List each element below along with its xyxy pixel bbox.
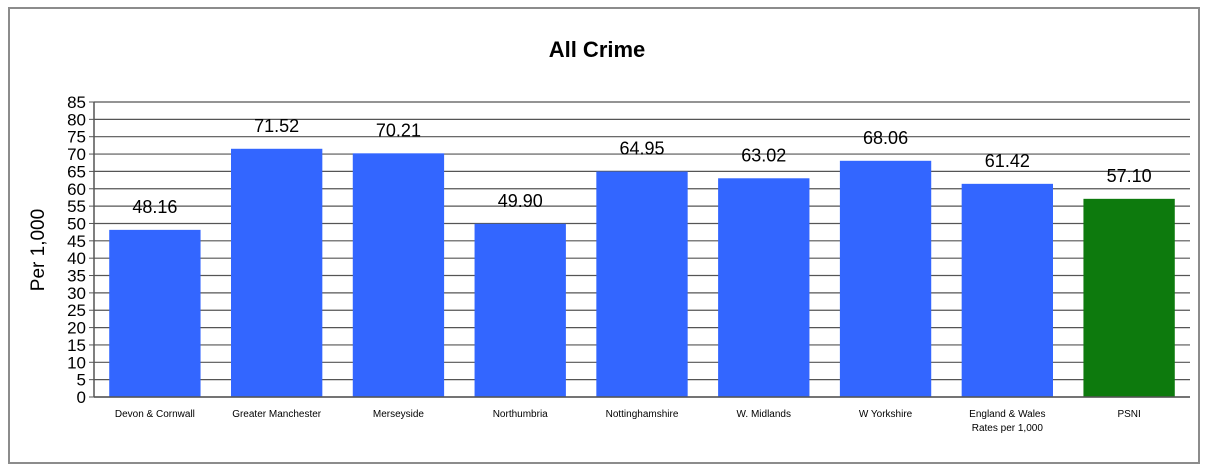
x-tick-label: England & Wales Rates per 1,000 <box>969 409 1045 434</box>
x-tick-label: PSNI <box>1117 409 1140 420</box>
data-label: 49.90 <box>498 191 543 211</box>
bar <box>109 229 201 397</box>
data-label: 63.02 <box>741 145 786 165</box>
y-axis-label: Per 1,000 <box>28 209 49 291</box>
data-label: 64.95 <box>619 139 664 159</box>
x-tick-label: Merseyside <box>373 409 425 420</box>
bar <box>839 160 932 397</box>
y-tick-label: 70 <box>67 145 86 164</box>
y-tick-label: 55 <box>67 197 86 216</box>
data-label: 68.06 <box>863 128 908 148</box>
data-label: 48.16 <box>132 197 177 217</box>
x-tick-label: Nottinghamshire <box>606 409 679 420</box>
bar <box>1083 198 1175 397</box>
y-tick-label: 65 <box>67 162 86 181</box>
x-tick-label: Devon & Cornwall <box>115 409 195 420</box>
y-tick-label: 45 <box>67 232 86 251</box>
y-tick-label: 15 <box>67 336 86 355</box>
y-tick-label: 40 <box>67 249 86 268</box>
data-labels: 48.16 71.52 70.21 49.90 64.95 63.02 68.06 61.42… <box>132 116 1151 217</box>
y-tick-label: 80 <box>67 110 86 129</box>
y-tick-label: 60 <box>67 180 86 199</box>
x-tick-label: W. Midlands <box>737 409 791 420</box>
y-tick-label: 25 <box>67 301 86 320</box>
y-tick-label: 85 <box>67 93 86 112</box>
data-label: 57.10 <box>1107 166 1152 186</box>
y-tick-label: 20 <box>67 319 86 338</box>
x-tick-label: Northumbria <box>493 409 548 420</box>
chart-title: All Crime <box>549 37 646 62</box>
x-tick-label: Greater Manchester <box>232 409 322 420</box>
bar <box>474 223 566 397</box>
y-tick-label: 5 <box>77 371 86 390</box>
bar <box>352 153 445 397</box>
bars <box>109 148 1175 397</box>
x-tick-label: W Yorkshire <box>859 409 913 420</box>
y-tick-label: 35 <box>67 267 86 286</box>
data-label: 71.52 <box>254 116 299 136</box>
y-tick-label: 0 <box>77 388 86 407</box>
bar <box>961 183 1053 397</box>
data-label: 70.21 <box>376 120 421 140</box>
y-tick-label: 75 <box>67 128 86 147</box>
x-axis-ticks: Devon & Cornwall Greater Manchester Mersey… <box>115 409 1141 434</box>
data-label: 61.42 <box>985 151 1030 171</box>
y-tick-label: 30 <box>67 284 86 303</box>
y-tick-label: 10 <box>67 353 86 372</box>
y-tick-label: 50 <box>67 214 86 233</box>
bar <box>718 178 810 397</box>
bar <box>231 148 323 397</box>
bar <box>596 171 688 397</box>
